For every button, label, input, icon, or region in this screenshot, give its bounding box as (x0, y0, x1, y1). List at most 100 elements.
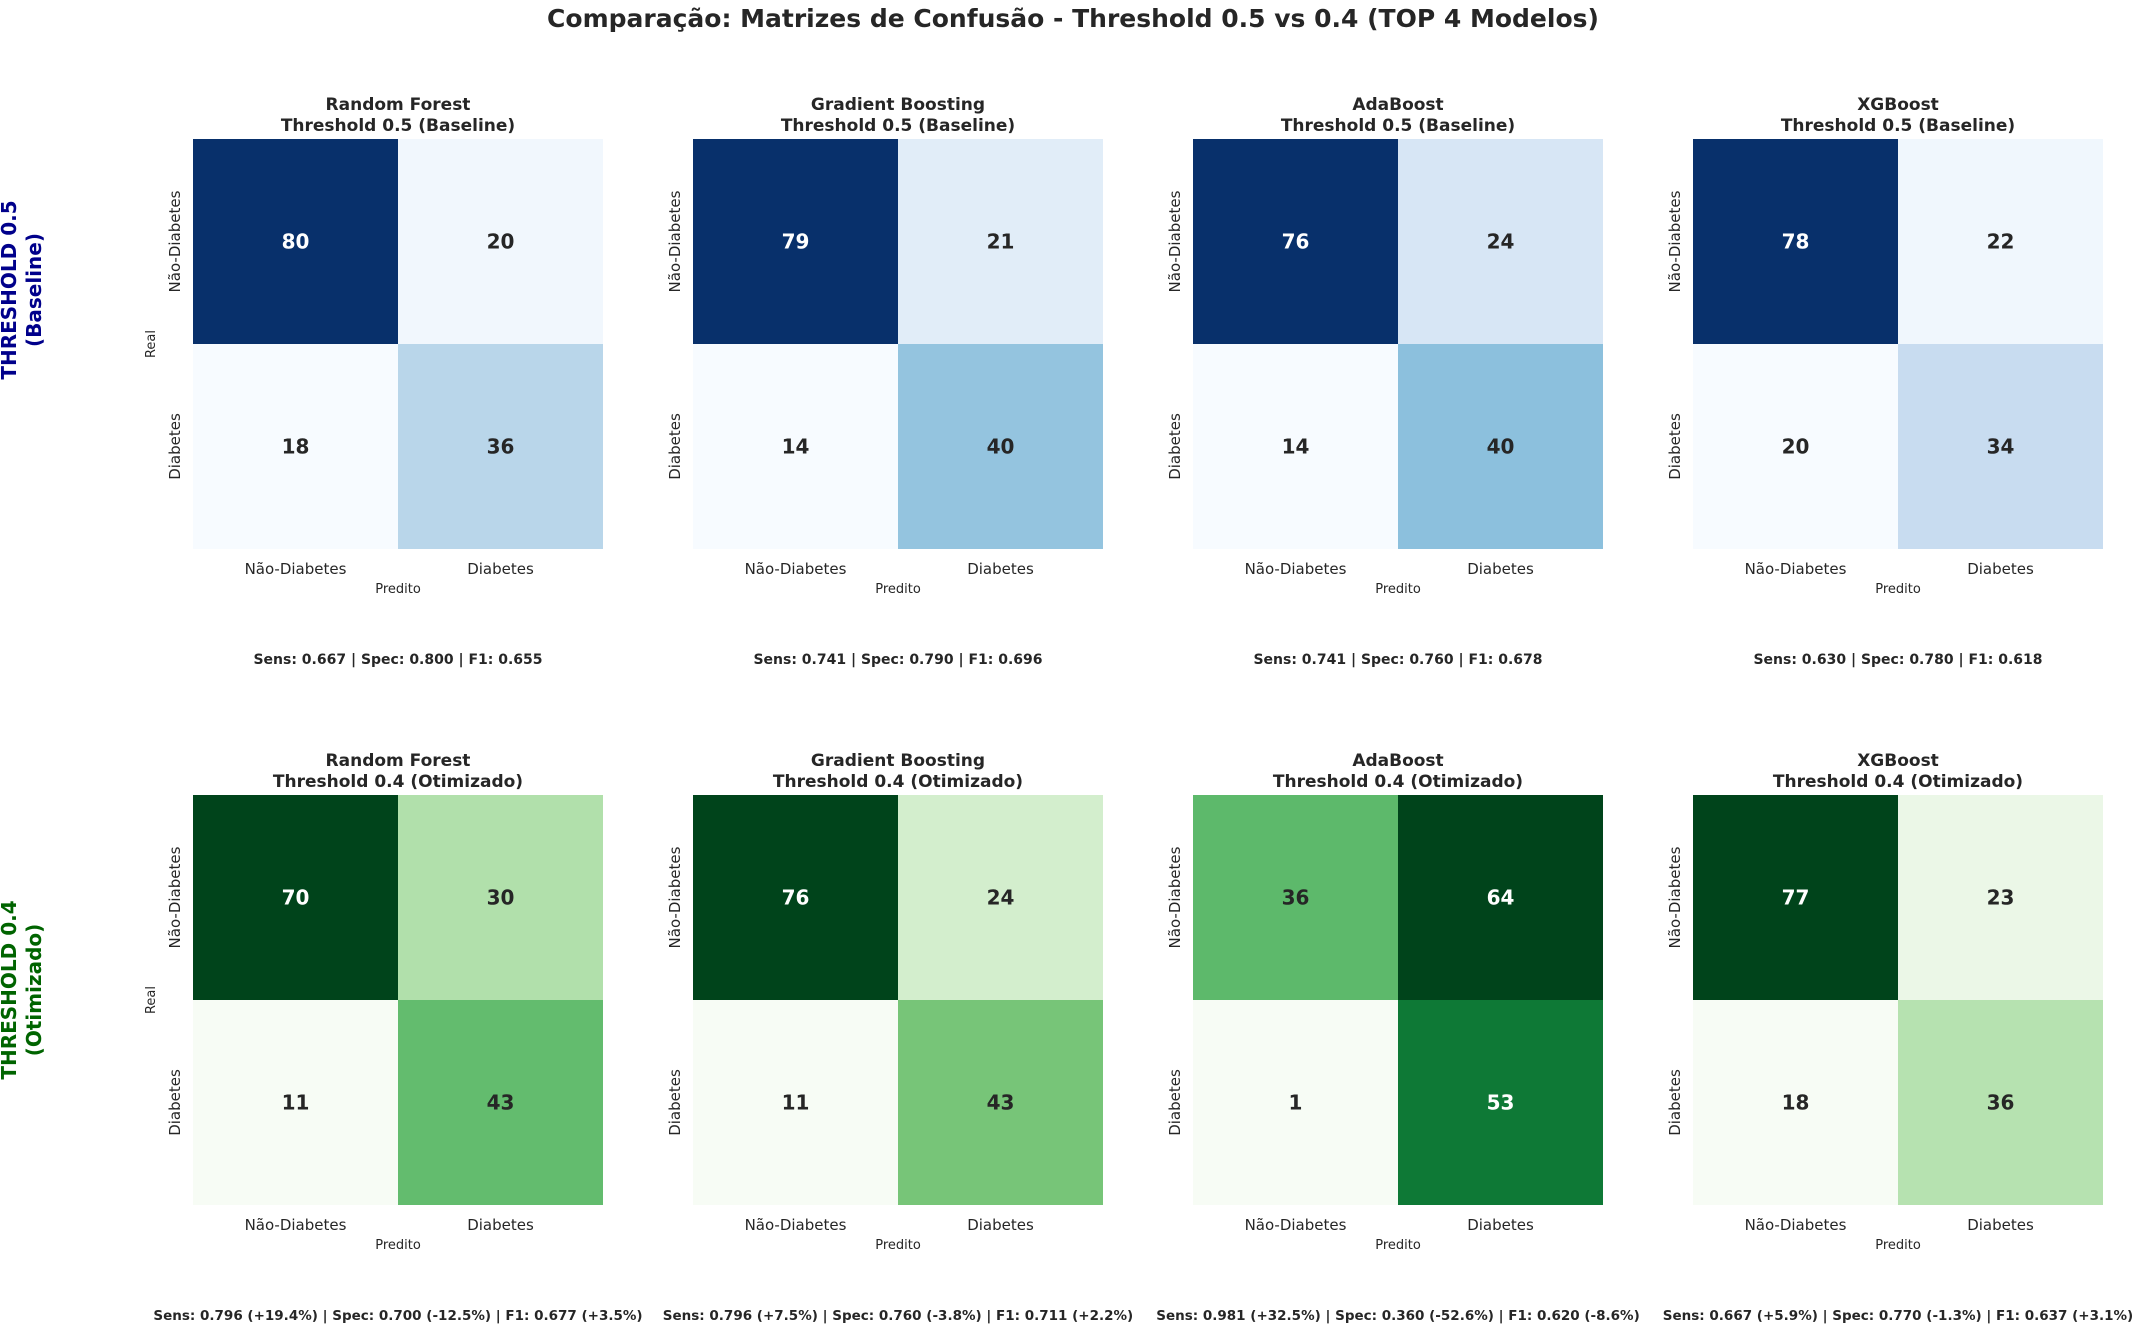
heatmap-cell-value: 24 (1487, 230, 1515, 254)
heatmap-cell (1898, 139, 2103, 344)
heatmap-cell-value: 76 (782, 886, 810, 910)
y-tick-label: Não-Diabetes (166, 846, 184, 948)
heatmap-cell-value: 18 (1782, 1091, 1810, 1115)
y-tick-label: Diabetes (1666, 1069, 1684, 1136)
heatmap-cell (898, 139, 1103, 344)
panel-threshold-title: Threshold 0.5 (Baseline) (781, 116, 1015, 136)
heatmap-cell (398, 795, 603, 1000)
panel-threshold-title: Threshold 0.5 (Baseline) (1781, 116, 2015, 136)
heatmap-cell-value: 14 (782, 435, 810, 459)
heatmap-cell-value: 77 (1782, 886, 1810, 910)
y-tick-label: Não-Diabetes (1166, 190, 1184, 292)
heatmap-cell-value: 20 (487, 230, 515, 254)
heatmap-cell (1193, 795, 1398, 1000)
heatmap-cell-value: 24 (987, 886, 1015, 910)
heatmap-cell (398, 344, 603, 549)
heatmap-cell (1398, 139, 1603, 344)
x-tick-label: Diabetes (967, 560, 1034, 578)
heatmap-cell (898, 1000, 1103, 1205)
heatmap-cell (1898, 344, 2103, 549)
heatmap-cell (693, 795, 898, 1000)
y-tick-label: Diabetes (666, 1069, 684, 1136)
heatmap-cell (193, 344, 398, 549)
y-tick-label: Diabetes (1666, 413, 1684, 480)
y-tick-label: Diabetes (666, 413, 684, 480)
heatmap-cell (898, 344, 1103, 549)
heatmap-cell (193, 139, 398, 344)
y-tick-label: Não-Diabetes (1166, 846, 1184, 948)
heatmap-cell-value: 79 (782, 230, 810, 254)
x-tick-label: Não-Diabetes (245, 1216, 347, 1234)
x-tick-label: Não-Diabetes (745, 1216, 847, 1234)
heatmap-cell (693, 1000, 898, 1205)
heatmap-cell-value: 53 (1487, 1091, 1515, 1115)
x-tick-label: Diabetes (1467, 560, 1534, 578)
y-tick-label: Não-Diabetes (1666, 846, 1684, 948)
x-tick-label: Diabetes (1467, 1216, 1534, 1234)
panel-threshold-title: Threshold 0.4 (Otimizado) (773, 772, 1023, 792)
y-axis-label: Real (144, 330, 159, 358)
heatmap-cell-value: 40 (1487, 435, 1515, 459)
metrics-text: Sens: 0.667 | Spec: 0.800 | F1: 0.655 (253, 652, 542, 668)
heatmap-cell (1193, 344, 1398, 549)
metrics-text: Sens: 0.796 (+7.5%) | Spec: 0.760 (-3.8%… (663, 1308, 1133, 1324)
y-axis-label: Real (144, 986, 159, 1014)
heatmap-cell-value: 78 (1782, 230, 1810, 254)
heatmap-cell (1693, 139, 1898, 344)
heatmap-cell-value: 22 (1987, 230, 2015, 254)
x-tick-label: Não-Diabetes (1745, 560, 1847, 578)
heatmap-cell (193, 1000, 398, 1205)
x-axis-label: Predito (1875, 1238, 1921, 1253)
heatmap-cell-value: 30 (487, 886, 515, 910)
y-tick-label: Não-Diabetes (666, 846, 684, 948)
heatmap-cell-value: 21 (987, 230, 1015, 254)
x-tick-label: Diabetes (467, 1216, 534, 1234)
x-tick-label: Não-Diabetes (1245, 560, 1347, 578)
heatmap-cell (398, 1000, 603, 1205)
heatmap-cell-value: 11 (782, 1091, 810, 1115)
heatmap-cell-value: 1 (1289, 1091, 1303, 1115)
heatmap-cell (1398, 344, 1603, 549)
x-axis-label: Predito (1375, 1238, 1421, 1253)
heatmap-cell (398, 139, 603, 344)
y-tick-label: Não-Diabetes (166, 190, 184, 292)
heatmap-cell (1193, 139, 1398, 344)
heatmap-cell (193, 795, 398, 1000)
metrics-text: Sens: 0.741 | Spec: 0.790 | F1: 0.696 (753, 652, 1042, 668)
heatmap-cell (1693, 344, 1898, 549)
heatmap-cell-value: 34 (1987, 435, 2015, 459)
panel-threshold-title: Threshold 0.5 (Baseline) (1281, 116, 1515, 136)
panel-model-title: XGBoost (1857, 95, 1939, 115)
y-tick-label: Diabetes (1166, 1069, 1184, 1136)
panel-threshold-title: Threshold 0.5 (Baseline) (281, 116, 515, 136)
panel-model-title: Gradient Boosting (811, 751, 985, 771)
metrics-text: Sens: 0.630 | Spec: 0.780 | F1: 0.618 (1753, 652, 2042, 668)
panel-model-title: Random Forest (326, 95, 471, 115)
metrics-text: Sens: 0.741 | Spec: 0.760 | F1: 0.678 (1253, 652, 1542, 668)
heatmap-cell-value: 11 (282, 1091, 310, 1115)
heatmap-cell-value: 43 (987, 1091, 1015, 1115)
metrics-text: Sens: 0.667 (+5.9%) | Spec: 0.770 (-1.3%… (1663, 1308, 2133, 1324)
y-tick-label: Diabetes (166, 413, 184, 480)
x-axis-label: Predito (875, 582, 921, 597)
panel-model-title: XGBoost (1857, 751, 1939, 771)
metrics-text: Sens: 0.796 (+19.4%) | Spec: 0.700 (-12.… (153, 1308, 642, 1324)
heatmap-cell-value: 80 (282, 230, 310, 254)
y-tick-label: Diabetes (1166, 413, 1184, 480)
heatmap-cell-value: 43 (487, 1091, 515, 1115)
heatmap-cell (1193, 1000, 1398, 1205)
panel-threshold-title: Threshold 0.4 (Otimizado) (1273, 772, 1523, 792)
x-tick-label: Diabetes (1967, 1216, 2034, 1234)
heatmap-cell-value: 36 (1282, 886, 1310, 910)
heatmap-cell-value: 36 (1987, 1091, 2015, 1115)
heatmap-cell (1898, 795, 2103, 1000)
x-axis-label: Predito (1875, 582, 1921, 597)
heatmap-cell (693, 344, 898, 549)
